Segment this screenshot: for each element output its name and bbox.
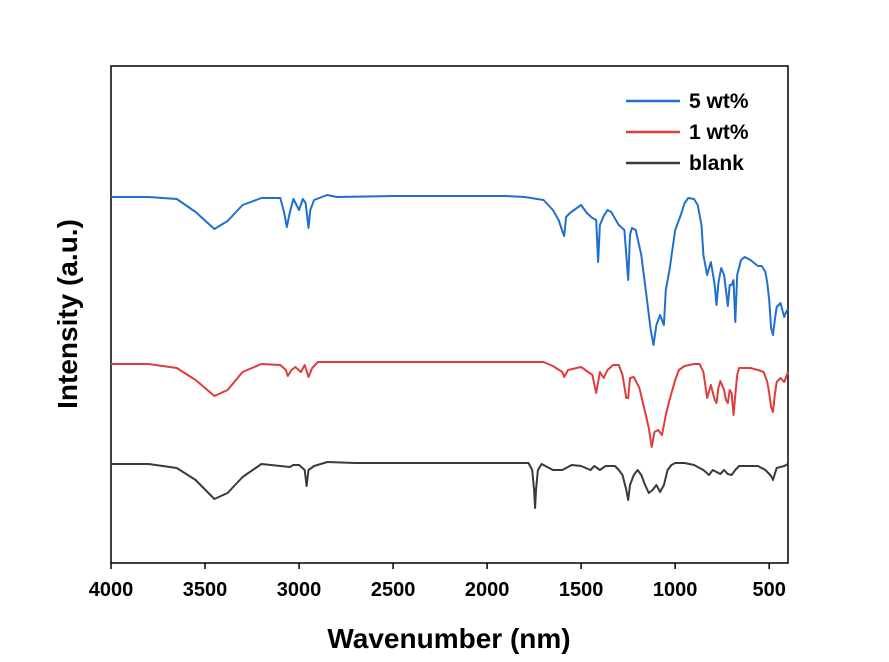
x-axis-ticks: 4000 3500 3000 2500 2000 1500 1000 500 <box>89 563 786 601</box>
legend-label-1: 5 wt% <box>689 90 749 113</box>
plot-frame <box>110 65 789 564</box>
legend-label-2: 1 wt% <box>689 121 749 144</box>
series-line-3 <box>111 461 789 509</box>
x-tick-label: 500 <box>753 579 786 601</box>
x-tick-label: 2000 <box>465 579 510 601</box>
x-tick-label: 1500 <box>559 579 604 601</box>
series-line-2 <box>111 361 789 448</box>
x-tick-label: 3500 <box>183 579 228 601</box>
y-axis-title: Intensity (a.u.) <box>52 219 83 409</box>
x-axis-title: Wavenumber (nm) <box>327 623 570 654</box>
x-tick-label: 3000 <box>277 579 322 601</box>
x-tick-label: 1000 <box>653 579 698 601</box>
series-layer <box>111 194 789 509</box>
legend-label-3: blank <box>689 152 744 175</box>
series-line-1 <box>111 194 789 346</box>
legend: 5 wt% 1 wt% blank <box>626 90 749 175</box>
x-tick-label: 4000 <box>89 579 134 601</box>
x-tick-label: 2500 <box>371 579 416 601</box>
